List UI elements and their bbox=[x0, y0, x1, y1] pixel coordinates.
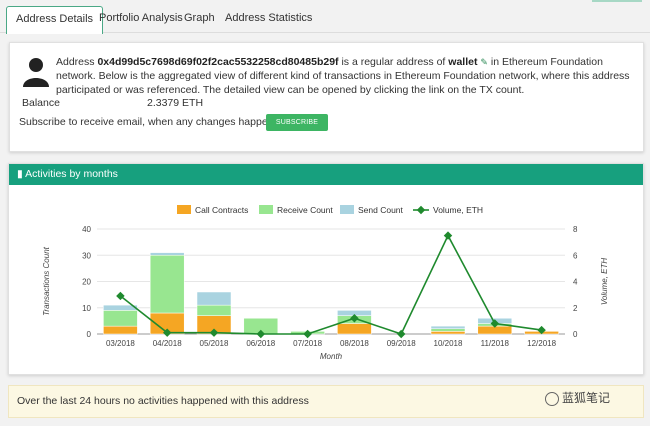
subscribe-button[interactable]: SUBSCRIBE bbox=[266, 114, 328, 131]
x-axis-label: Month bbox=[320, 352, 343, 361]
address-info-card: Address 0x4d99d5c7698d69f02f2cac5532258c… bbox=[9, 42, 644, 152]
subscribe-text: Subscribe to receive email, when any cha… bbox=[19, 116, 307, 128]
y2-tick-label: 0 bbox=[573, 330, 578, 339]
address-hash: 0x4d99d5c7698d69f02f2cac5532258cd80485b2… bbox=[97, 56, 339, 68]
bar-call-contracts bbox=[103, 325, 138, 335]
y-axis-label: Transactions Count bbox=[42, 246, 51, 316]
y-tick-label: 20 bbox=[82, 278, 91, 287]
balance-label: Balance bbox=[22, 97, 60, 109]
legend-marker bbox=[416, 205, 426, 215]
bar-send-count bbox=[103, 304, 138, 311]
watermark-logo-icon bbox=[545, 391, 559, 406]
bar-receive-count bbox=[103, 310, 138, 327]
legend-label: Volume, ETH bbox=[433, 205, 483, 215]
y2-tick-label: 6 bbox=[573, 251, 578, 260]
wallet-label: wallet bbox=[448, 56, 478, 68]
volume-point bbox=[256, 329, 266, 339]
top-edge-line bbox=[592, 0, 642, 2]
bar-send-count bbox=[196, 291, 232, 306]
activities-chart: 0 10 20 30 40 0 2 4 6 8 03/2018 04/2018 05/2018 06/20… bbox=[42, 205, 609, 361]
bar-send-count bbox=[430, 325, 466, 329]
legend-label: Receive Count bbox=[277, 205, 333, 215]
x-tick-label: 09/2018 bbox=[387, 339, 416, 348]
x-tick-label: 04/2018 bbox=[153, 339, 182, 348]
volume-point bbox=[350, 314, 359, 323]
y2-tick-label: 2 bbox=[573, 304, 578, 313]
bar-call-contracts bbox=[337, 323, 372, 335]
legend-swatch bbox=[177, 205, 191, 214]
legend-label: Call Contracts bbox=[195, 205, 248, 215]
tab-address-statistics[interactable]: Address Statistics bbox=[225, 12, 313, 24]
tab-portfolio-analysis[interactable]: Portfolio Analysis bbox=[99, 12, 183, 24]
volume-point bbox=[443, 231, 453, 240]
bar-call-contracts bbox=[430, 331, 466, 335]
volume-point bbox=[303, 329, 312, 339]
x-tick-label: 07/2018 bbox=[293, 339, 322, 348]
x-tick-label: 12/2018 bbox=[527, 339, 556, 348]
volume-point bbox=[209, 328, 219, 337]
address-description: Address 0x4d99d5c7698d69f02f2cac5532258c… bbox=[56, 55, 636, 97]
y-tick-label: 10 bbox=[82, 304, 91, 313]
address-prefix-text: Address bbox=[56, 56, 98, 68]
chart-header: ▮ Activities by months bbox=[9, 164, 643, 185]
y-tick-label: 40 bbox=[82, 225, 91, 234]
volume-point bbox=[490, 319, 500, 328]
volume-point bbox=[162, 328, 172, 337]
volume-point bbox=[537, 325, 546, 335]
bar-receive-count bbox=[430, 328, 466, 332]
x-tick-label: 11/2018 bbox=[481, 339, 510, 348]
user-avatar-icon bbox=[23, 58, 49, 87]
y2-tick-label: 4 bbox=[573, 278, 578, 287]
volume-line bbox=[119, 233, 542, 335]
edit-pencil-icon[interactable]: ✎ bbox=[480, 57, 488, 67]
chart-header-title: Activities by months bbox=[25, 168, 118, 180]
address-type-text: is a regular address of bbox=[338, 56, 449, 68]
x-tick-label: 10/2018 bbox=[434, 339, 463, 348]
tab-bar: Address Details Portfolio Analysis Graph… bbox=[0, 0, 650, 34]
balance-value: 2.3379 ETH bbox=[147, 97, 204, 109]
legend-swatch bbox=[259, 205, 273, 214]
x-tick-label: 05/2018 bbox=[200, 339, 229, 348]
description-rest-text: in Ethereum Foundation network. Below is… bbox=[56, 56, 630, 96]
y2-tick-label: 8 bbox=[573, 225, 578, 234]
activities-chart-card: ▮ Activities by months 0 10 20 30 40 0 2 4 6 8 03/… bbox=[8, 163, 644, 375]
volume-point bbox=[396, 329, 406, 339]
bar-receive-count bbox=[196, 304, 232, 316]
watermark: 蓝狐笔记 bbox=[545, 388, 645, 408]
y-tick-label: 0 bbox=[87, 330, 92, 339]
volume-point bbox=[116, 291, 125, 301]
tab-graph[interactable]: Graph bbox=[184, 12, 215, 24]
tab-address-details[interactable]: Address Details bbox=[6, 6, 104, 34]
legend-swatch bbox=[340, 205, 354, 214]
legend-label: Send Count bbox=[358, 205, 404, 215]
watermark-text: 蓝狐笔记 bbox=[562, 391, 611, 405]
y-tick-label: 30 bbox=[82, 251, 91, 260]
bar-chart-icon: ▮ bbox=[17, 168, 23, 180]
x-tick-label: 08/2018 bbox=[340, 339, 369, 348]
x-tick-label: 06/2018 bbox=[246, 339, 275, 348]
activity-notice: Over the last 24 hours no activities hap… bbox=[8, 385, 644, 418]
bar-receive-count bbox=[149, 255, 185, 314]
bar-send-count bbox=[149, 252, 185, 256]
y2-axis-label: Volume, ETH bbox=[600, 258, 609, 305]
x-tick-label: 03/2018 bbox=[106, 339, 135, 348]
